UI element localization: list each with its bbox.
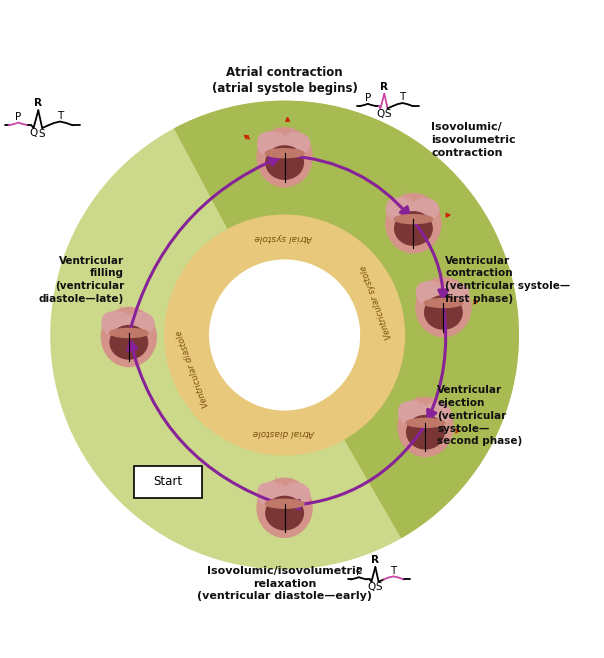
FancyArrowPatch shape <box>129 157 279 332</box>
Text: S: S <box>39 129 45 139</box>
Ellipse shape <box>282 483 310 505</box>
Ellipse shape <box>102 311 131 336</box>
Ellipse shape <box>394 212 432 245</box>
Ellipse shape <box>258 482 287 507</box>
Ellipse shape <box>417 282 446 306</box>
FancyArrowPatch shape <box>128 341 282 505</box>
Ellipse shape <box>386 193 441 253</box>
Ellipse shape <box>394 215 433 224</box>
Ellipse shape <box>110 326 147 359</box>
Ellipse shape <box>257 478 312 538</box>
Ellipse shape <box>259 133 277 147</box>
Ellipse shape <box>259 483 277 497</box>
FancyArrowPatch shape <box>291 427 424 509</box>
Text: Ventricular
ejection
(ventricular
systole—
second phase): Ventricular ejection (ventricular systol… <box>437 386 522 447</box>
Text: Ventricular
filling
(ventricular
diastole—late): Ventricular filling (ventricular diastol… <box>39 256 124 304</box>
FancyArrowPatch shape <box>415 223 448 299</box>
Text: S: S <box>375 582 382 592</box>
Ellipse shape <box>109 328 148 338</box>
Ellipse shape <box>101 307 156 367</box>
Ellipse shape <box>425 295 462 329</box>
Text: Isovolumic/isovolumetric
relaxation
(ventricular diastole—early): Isovolumic/isovolumetric relaxation (ven… <box>197 566 372 601</box>
Text: S: S <box>384 109 391 119</box>
Text: Ventricular systole: Ventricular systole <box>359 264 394 340</box>
Text: Atrial contraction
(atrial systole begins): Atrial contraction (atrial systole begin… <box>211 66 358 95</box>
Text: T: T <box>57 111 63 121</box>
Wedge shape <box>175 101 518 538</box>
Text: Atrial diastole: Atrial diastole <box>254 428 316 437</box>
Ellipse shape <box>266 496 303 530</box>
Ellipse shape <box>126 313 154 335</box>
Ellipse shape <box>399 401 428 426</box>
Ellipse shape <box>399 402 417 417</box>
Ellipse shape <box>406 418 445 427</box>
Circle shape <box>210 260 359 410</box>
FancyBboxPatch shape <box>133 466 202 498</box>
Text: P: P <box>365 93 371 103</box>
Ellipse shape <box>265 499 304 508</box>
Ellipse shape <box>103 313 121 326</box>
Circle shape <box>165 215 405 455</box>
Ellipse shape <box>441 282 469 305</box>
Text: R: R <box>371 555 379 565</box>
Text: Ventricular diastole: Ventricular diastole <box>175 328 211 408</box>
Ellipse shape <box>411 199 439 221</box>
Ellipse shape <box>265 149 304 158</box>
Text: Atrial systole: Atrial systole <box>255 233 314 242</box>
Ellipse shape <box>387 197 416 222</box>
Ellipse shape <box>398 397 453 457</box>
Circle shape <box>51 101 518 569</box>
Text: R: R <box>381 82 388 92</box>
Ellipse shape <box>417 282 435 297</box>
Ellipse shape <box>424 299 463 307</box>
Ellipse shape <box>257 128 312 187</box>
Text: R: R <box>34 99 42 109</box>
Text: Isovolumic/
isovolumetric
contraction: Isovolumic/ isovolumetric contraction <box>431 122 516 158</box>
Text: Start: Start <box>153 475 182 488</box>
Text: P: P <box>15 112 22 122</box>
Text: Q: Q <box>376 109 385 118</box>
FancyArrowPatch shape <box>288 155 410 216</box>
Ellipse shape <box>416 278 471 337</box>
Text: P: P <box>356 567 362 576</box>
Ellipse shape <box>282 133 310 155</box>
Text: T: T <box>390 566 397 576</box>
Ellipse shape <box>387 199 405 213</box>
Text: Q: Q <box>367 582 376 592</box>
Text: T: T <box>399 93 405 103</box>
Text: Q: Q <box>30 128 37 138</box>
Text: Ventricular
contraction
(ventricular systole—
first phase): Ventricular contraction (ventricular sys… <box>445 256 570 304</box>
Ellipse shape <box>258 132 287 156</box>
Ellipse shape <box>406 415 444 449</box>
Ellipse shape <box>423 402 451 424</box>
FancyArrowPatch shape <box>428 308 446 419</box>
Ellipse shape <box>266 146 303 179</box>
